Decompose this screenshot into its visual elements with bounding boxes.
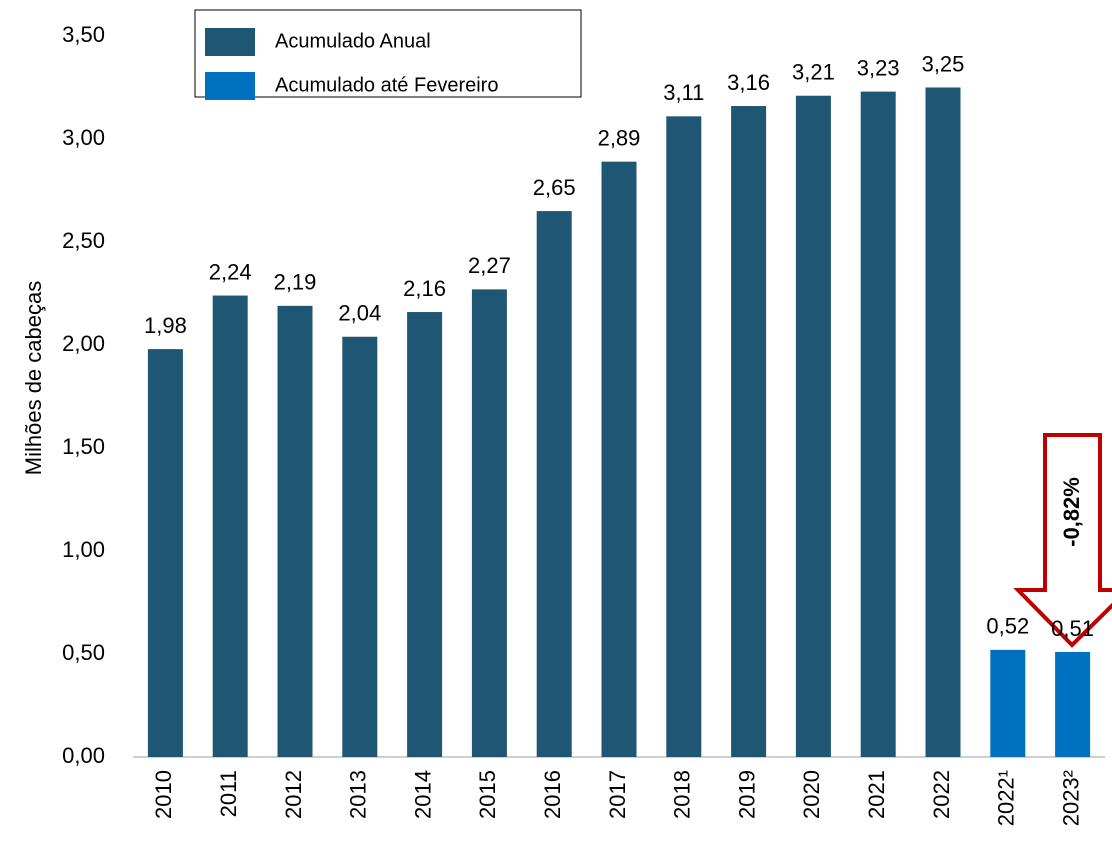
y-tick-label: 1,00 bbox=[62, 537, 105, 562]
value-label: 0,52 bbox=[986, 614, 1029, 639]
bar bbox=[666, 116, 702, 758]
bar bbox=[990, 649, 1026, 757]
bar bbox=[212, 295, 248, 757]
y-tick-label: 2,50 bbox=[62, 228, 105, 253]
value-label: 3,21 bbox=[792, 60, 835, 85]
y-tick-label: 3,50 bbox=[62, 22, 105, 47]
x-tick-label: 2017 bbox=[605, 770, 630, 819]
x-tick-label: 2022 bbox=[929, 770, 954, 819]
value-label: 2,04 bbox=[338, 301, 381, 326]
value-label: 1,98 bbox=[144, 313, 187, 338]
bar bbox=[147, 349, 183, 757]
x-tick-label: 2020 bbox=[799, 770, 824, 819]
x-tick-label: 2022¹ bbox=[994, 770, 1019, 826]
x-tick-label: 2019 bbox=[734, 770, 759, 819]
value-label: 3,25 bbox=[922, 51, 965, 76]
y-tick-label: 3,00 bbox=[62, 125, 105, 150]
value-label: 2,27 bbox=[468, 253, 511, 278]
value-label: 2,89 bbox=[598, 125, 641, 150]
legend-box bbox=[194, 9, 582, 98]
value-label: 2,24 bbox=[209, 259, 252, 284]
legend-label: Acumulado Anual bbox=[275, 30, 431, 52]
y-tick-label: 1,50 bbox=[62, 434, 105, 459]
y-tick-label: 0,00 bbox=[62, 743, 105, 768]
x-tick-label: 2013 bbox=[346, 770, 371, 819]
bar bbox=[1055, 651, 1091, 757]
value-label: 2,19 bbox=[274, 270, 317, 295]
bar bbox=[860, 91, 896, 758]
x-tick-label: 2018 bbox=[670, 770, 695, 819]
value-label: 0,51 bbox=[1051, 616, 1094, 641]
x-tick-label: 2016 bbox=[540, 770, 565, 819]
bar bbox=[471, 289, 507, 757]
y-tick-label: 2,00 bbox=[62, 331, 105, 356]
bar bbox=[407, 312, 443, 757]
value-label: 3,16 bbox=[727, 70, 770, 95]
legend-swatch bbox=[205, 72, 255, 100]
x-tick-label: 2014 bbox=[410, 770, 435, 819]
arrow bbox=[1013, 433, 1112, 648]
legend: Acumulado Anual Acumulado até Fevereiro bbox=[205, 28, 498, 100]
value-label: 3,11 bbox=[663, 80, 704, 105]
legend-label: Acumulado até Fevereiro bbox=[275, 74, 498, 96]
bar bbox=[925, 87, 961, 757]
annotation: -0,82% bbox=[1059, 477, 1084, 547]
legend-swatch bbox=[205, 28, 255, 56]
x-tick-label: 2023² bbox=[1058, 770, 1083, 826]
y-tick-label: 0,50 bbox=[62, 640, 105, 665]
x-tick-label: 2011 bbox=[216, 770, 241, 817]
bar bbox=[795, 95, 831, 758]
bar bbox=[731, 106, 767, 758]
y-axis-label: Milhões de cabeças bbox=[21, 281, 46, 475]
x-tick-label: 2010 bbox=[151, 770, 176, 819]
bar bbox=[277, 305, 313, 757]
value-label: 3,23 bbox=[857, 55, 900, 80]
bar bbox=[601, 161, 637, 757]
x-tick-label: 2021 bbox=[864, 770, 889, 819]
value-label: 2,16 bbox=[403, 276, 446, 301]
bar bbox=[536, 211, 572, 758]
x-tick-label: 2015 bbox=[475, 770, 500, 819]
x-tick-label: 2012 bbox=[281, 770, 306, 819]
bar bbox=[342, 336, 378, 757]
value-label: 2,65 bbox=[533, 175, 576, 200]
